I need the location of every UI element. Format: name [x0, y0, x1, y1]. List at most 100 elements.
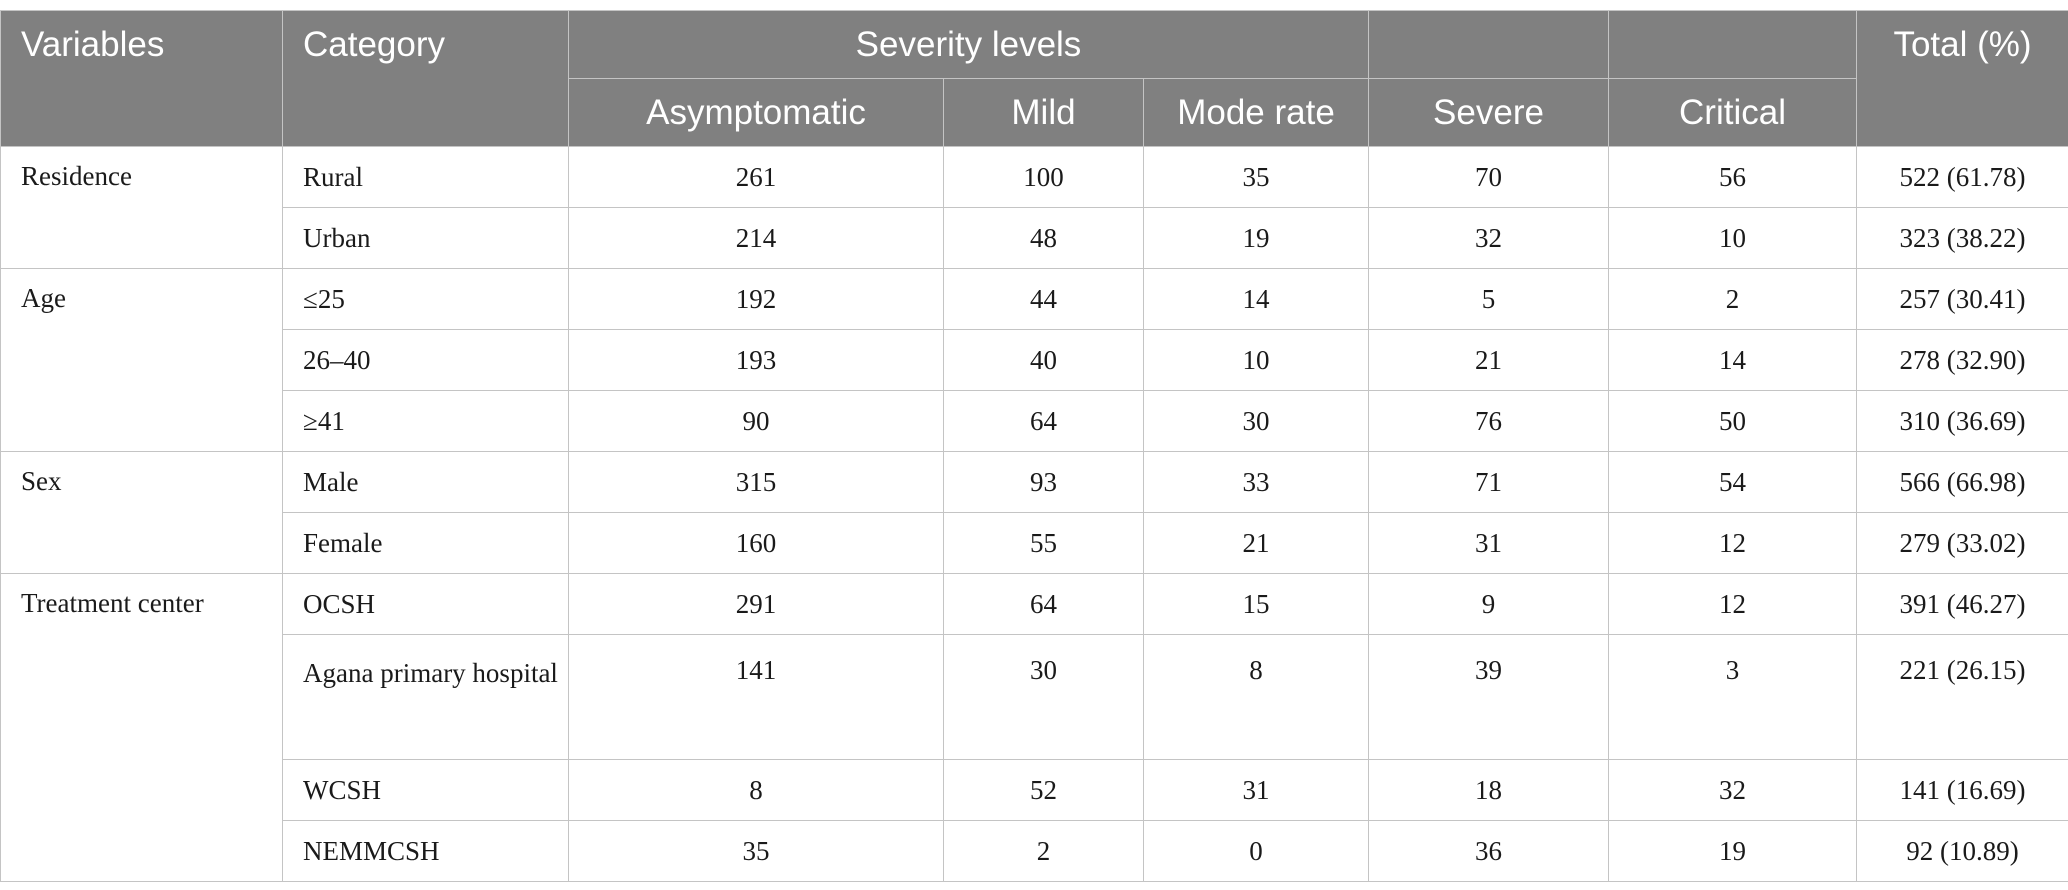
header-moderate: Mode rate — [1143, 78, 1369, 147]
value-cell: 30 — [943, 634, 1144, 760]
value-cell: 30 — [1143, 390, 1369, 452]
value-cell: 12 — [1608, 573, 1857, 635]
table-row: NEMMCSH 35 2 0 36 19 92 (10.89) — [1, 820, 2068, 882]
value-cell: 31 — [1368, 512, 1609, 574]
value-cell: 76 — [1368, 390, 1609, 452]
table-row: Female 160 55 21 31 12 279 (33.02) — [1, 512, 2068, 574]
value-cell: 35 — [568, 820, 944, 882]
table-row: Urban 214 48 19 32 10 323 (38.22) — [1, 207, 2068, 269]
header-blank-2 — [1608, 10, 1857, 79]
value-cell: 52 — [943, 759, 1144, 821]
value-cell: 39 — [1368, 634, 1609, 760]
total-cell: 141 (16.69) — [1856, 759, 2068, 821]
value-cell: 21 — [1143, 512, 1369, 574]
value-cell: 214 — [568, 207, 944, 269]
table-row: Sex Male 315 93 33 71 54 566 (66.98) — [0, 451, 2068, 574]
value-cell: 160 — [568, 512, 944, 574]
value-cell: 19 — [1143, 207, 1369, 269]
value-cell: 32 — [1608, 759, 1857, 821]
value-cell: 192 — [568, 268, 944, 330]
table-row: Treatment center OCSH 291 64 15 9 12 391… — [0, 573, 2068, 882]
value-cell: 70 — [1368, 146, 1609, 208]
total-cell: 278 (32.90) — [1856, 329, 2068, 391]
value-cell: 31 — [1143, 759, 1369, 821]
category-cell: NEMMCSH — [282, 820, 569, 882]
value-cell: 18 — [1368, 759, 1609, 821]
value-cell: 32 — [1368, 207, 1609, 269]
value-cell: 56 — [1608, 146, 1857, 208]
value-cell: 35 — [1143, 146, 1369, 208]
value-cell: 50 — [1608, 390, 1857, 452]
category-cell: Male — [282, 451, 569, 513]
table-row: Residence Rural 261 100 35 70 56 522 (61… — [0, 146, 2068, 269]
total-cell: 566 (66.98) — [1856, 451, 2068, 513]
variable-age: Age — [0, 268, 283, 452]
header-mild: Mild — [943, 78, 1144, 147]
header-category: Category — [282, 10, 569, 147]
category-cell: ≥41 — [282, 390, 569, 452]
table-row: WCSH 8 52 31 18 32 141 (16.69) — [1, 759, 2068, 821]
value-cell: 315 — [568, 451, 944, 513]
variable-treatment-center: Treatment center — [0, 573, 283, 882]
value-cell: 33 — [1143, 451, 1369, 513]
value-cell: 12 — [1608, 512, 1857, 574]
category-cell: Agana primary hospital — [282, 634, 569, 760]
table-row: Agana primary hospital 141 30 8 39 3 221… — [1, 634, 2068, 760]
value-cell: 55 — [943, 512, 1144, 574]
total-cell: 522 (61.78) — [1856, 146, 2068, 208]
value-cell: 14 — [1143, 268, 1369, 330]
value-cell: 291 — [568, 573, 944, 635]
value-cell: 261 — [568, 146, 944, 208]
value-cell: 193 — [568, 329, 944, 391]
value-cell: 2 — [943, 820, 1144, 882]
header-critical: Critical — [1608, 78, 1857, 147]
value-cell: 0 — [1143, 820, 1369, 882]
value-cell: 48 — [943, 207, 1144, 269]
header-asymptomatic: Asymptomatic — [568, 78, 944, 147]
category-cell: ≤25 — [282, 268, 569, 330]
total-cell: 92 (10.89) — [1856, 820, 2068, 882]
table-row: Age ≤25 192 44 14 5 2 257 (30.41) — [0, 268, 2068, 452]
value-cell: 15 — [1143, 573, 1369, 635]
value-cell: 100 — [943, 146, 1144, 208]
value-cell: 64 — [943, 573, 1144, 635]
value-cell: 8 — [1143, 634, 1369, 760]
table-row: 26–40 193 40 10 21 14 278 (32.90) — [1, 329, 2068, 391]
header-variables: Variables — [0, 10, 283, 147]
value-cell: 21 — [1368, 329, 1609, 391]
value-cell: 71 — [1368, 451, 1609, 513]
total-cell: 310 (36.69) — [1856, 390, 2068, 452]
variable-residence: Residence — [0, 146, 283, 269]
variable-sex: Sex — [0, 451, 283, 574]
value-cell: 36 — [1368, 820, 1609, 882]
table-row: ≥41 90 64 30 76 50 310 (36.69) — [1, 390, 2068, 452]
total-cell: 391 (46.27) — [1856, 573, 2068, 635]
category-cell: WCSH — [282, 759, 569, 821]
value-cell: 9 — [1368, 573, 1609, 635]
header-blank-1 — [1368, 10, 1609, 79]
category-cell: 26–40 — [282, 329, 569, 391]
value-cell: 141 — [568, 634, 944, 760]
value-cell: 3 — [1608, 634, 1857, 760]
total-cell: 323 (38.22) — [1856, 207, 2068, 269]
header-severe: Severe — [1368, 78, 1609, 147]
value-cell: 54 — [1608, 451, 1857, 513]
header-severity-levels: Severity levels — [568, 10, 1369, 79]
total-cell: 257 (30.41) — [1856, 268, 2068, 330]
total-cell: 221 (26.15) — [1856, 634, 2068, 760]
value-cell: 64 — [943, 390, 1144, 452]
total-cell: 279 (33.02) — [1856, 512, 2068, 574]
value-cell: 40 — [943, 329, 1144, 391]
category-cell: OCSH — [282, 573, 569, 635]
value-cell: 8 — [568, 759, 944, 821]
value-cell: 93 — [943, 451, 1144, 513]
header-total: Total (%) — [1856, 10, 2068, 147]
value-cell: 5 — [1368, 268, 1609, 330]
category-cell: Rural — [282, 146, 569, 208]
value-cell: 90 — [568, 390, 944, 452]
value-cell: 2 — [1608, 268, 1857, 330]
header-row-2: Asymptomatic Mild Mode rate Severe Criti… — [1, 78, 2068, 147]
category-cell: Female — [282, 512, 569, 574]
category-cell: Urban — [282, 207, 569, 269]
value-cell: 19 — [1608, 820, 1857, 882]
